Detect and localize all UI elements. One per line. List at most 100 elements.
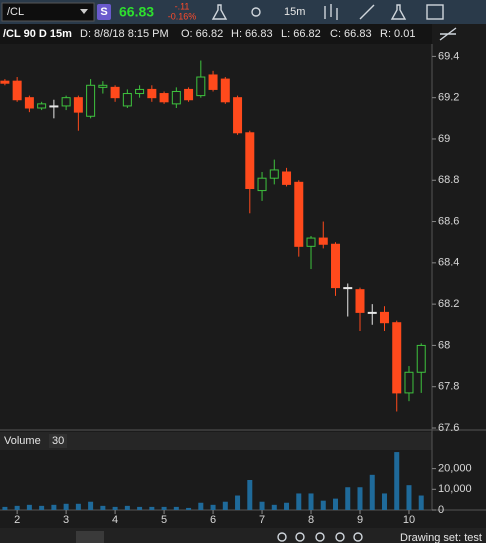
volume-bar [210,504,216,510]
toolbar-icons[interactable]: 15m [211,4,444,20]
icon[interactable] [295,532,305,542]
candle-body [220,78,230,103]
candle-body [61,97,71,107]
volume-bar [259,501,265,510]
volume-period-box [49,434,67,448]
symbol: /CL [7,6,24,18]
candle-body [257,177,267,192]
candle-body [49,105,59,108]
volume-bar [333,498,339,510]
x-tick-label: 2 [14,514,20,526]
percent-change: -0.16% [168,11,197,21]
x-tick-label: 9 [357,514,363,526]
y-tick-label: 68.8 [438,174,459,186]
net-change: -.11 [175,1,190,11]
candle-body [282,171,292,185]
volume-bar [63,503,69,510]
y-tick-label: 20,000 [438,463,472,475]
candle-body [122,93,132,107]
icon[interactable] [315,532,325,542]
volume-bar [345,487,351,510]
candle-body [135,88,145,95]
y-tick-label: 67.6 [438,422,459,434]
candle-body [86,84,96,117]
x-tick-label: 6 [210,514,216,526]
icon[interactable] [277,532,287,542]
y-tick-label: 69.2 [438,92,459,104]
badge-text: S [100,6,107,18]
candle-body [294,181,304,247]
collapse-button[interactable] [76,531,104,543]
candle-body [98,84,108,88]
candle-body [147,88,157,99]
range: R: 0.01 [380,28,415,40]
candle-body [379,311,389,324]
y-tick-label: 68.6 [438,215,459,227]
volume-bar [418,495,424,510]
candle-body [159,93,169,103]
drawing-icon[interactable] [359,4,375,20]
y-tick-label: 68.4 [438,257,459,269]
low: L: 66.82 [281,28,321,40]
volume-bar [357,487,363,510]
volume-header [0,432,432,450]
axis-corner [432,24,486,44]
volume-bar [124,505,130,510]
y-tick-label: 69.4 [438,50,459,62]
candle-body [196,76,206,97]
x-tick-label: 8 [308,514,314,526]
dropdown-arrow[interactable] [80,9,88,14]
y-tick-label: 0 [438,504,444,516]
style-icon[interactable] [324,4,338,20]
footer [0,528,486,543]
volume-bar [88,501,94,510]
x-tick-label: 3 [63,514,69,526]
candle-body [171,90,181,105]
candle-body [0,80,10,84]
pattern-icon[interactable] [426,4,444,20]
x-tick-label: 10 [403,514,415,526]
volume-bar [271,504,277,510]
aggregation[interactable]: 15m [284,6,305,18]
studies-icon[interactable] [211,4,228,20]
candle-body [416,344,426,373]
candle-body [110,86,120,99]
x-tick-label: 5 [161,514,167,526]
volume-bar [235,495,241,510]
candle-body [12,80,22,101]
x-tick-label: 4 [112,514,118,526]
candle-body [355,289,365,313]
date: D: 8/8/18 8:15 PM [80,28,169,40]
volume-period: 30 [52,435,64,447]
volume-bar [222,501,228,510]
volume-bar [320,500,326,510]
scale-icon[interactable] [439,27,457,41]
icon[interactable] [353,532,363,542]
volume-bar [2,506,8,510]
candle-body [269,169,279,179]
badge[interactable] [97,4,111,20]
open: O: 66.82 [181,28,223,40]
volume-bar [369,474,375,510]
candle-body [404,371,414,394]
volume-bar [198,502,204,510]
settings-icon[interactable] [251,7,261,17]
candle-body [184,88,194,101]
volume-bar [112,506,118,510]
zoom-icons[interactable] [277,532,363,542]
candle-body [208,74,218,90]
chart-symbol: /CL 90 D 15m [3,28,72,40]
x-tick-label: 7 [259,514,265,526]
symbol-input[interactable] [1,2,95,22]
icon[interactable] [335,532,345,542]
y-tick-label: 69 [438,133,450,145]
volume-bar [75,503,81,510]
candle-body [233,97,243,134]
candle-body [37,103,47,109]
flask-icon[interactable] [390,4,407,20]
candle-body [24,97,34,109]
volume-bar [173,506,179,510]
volume-bar [308,493,314,510]
volume-bar [394,452,400,510]
candle-body [331,243,341,289]
